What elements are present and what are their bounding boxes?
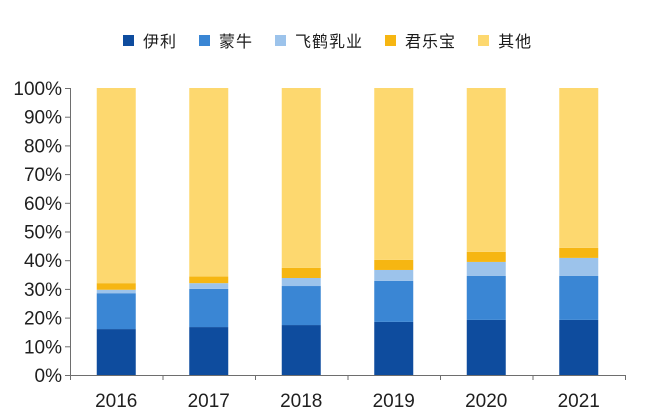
bar-segment-other-2016	[96, 88, 136, 284]
bar-segment-other-2020	[466, 88, 506, 252]
legend-swatch-feihe	[275, 34, 287, 46]
y-tick-label: 30%	[24, 280, 62, 301]
x-tick-label-2019: 2019	[373, 391, 415, 412]
bar-segment-other-2019	[374, 88, 414, 260]
bar-segment-mengniu-2016	[96, 293, 136, 330]
x-tick-label-2016: 2016	[95, 391, 137, 412]
bar-segment-mengniu-2018	[281, 286, 321, 326]
bar-2016	[96, 88, 136, 375]
y-tick-label: 90%	[24, 108, 62, 129]
y-tick-label: 60%	[24, 194, 62, 215]
bar-segment-junlebao-2020	[466, 251, 506, 262]
legend-swatch-other	[478, 34, 490, 46]
legend-item-other: 其他	[478, 28, 532, 52]
x-tick-label-2018: 2018	[280, 391, 322, 412]
legend-label-other: 其他	[498, 32, 533, 51]
bar-segment-mengniu-2020	[466, 275, 506, 320]
bar-segment-junlebao-2018	[281, 267, 321, 278]
legend-swatch-yili	[123, 34, 134, 46]
bar-2020	[466, 88, 506, 375]
y-tick-label: 10%	[24, 337, 62, 358]
legend-swatch-mengniu	[199, 34, 211, 46]
x-tick-label-2020: 2020	[465, 391, 507, 412]
y-tick-label: 50%	[24, 223, 62, 244]
bar-segment-yili-2019	[374, 321, 414, 375]
chart-legend: 伊利 蒙牛 飞鹤乳业 君乐宝 其他	[123, 29, 532, 51]
bar-2021	[559, 88, 599, 375]
y-tick-label: 40%	[24, 251, 62, 272]
legend-item-feihe: 飞鹤乳业	[275, 28, 363, 52]
bar-segment-other-2017	[189, 88, 229, 277]
bar-segment-junlebao-2017	[189, 276, 229, 284]
bar-segment-yili-2016	[96, 329, 136, 375]
bar-2017	[189, 88, 229, 375]
bars-group	[96, 88, 599, 375]
y-tick-label: 80%	[24, 136, 62, 157]
bar-segment-yili-2017	[189, 327, 229, 375]
legend-label-feihe: 飞鹤乳业	[295, 32, 364, 51]
bar-segment-feihe-2019	[374, 269, 414, 281]
bar-segment-feihe-2016	[96, 289, 136, 294]
y-tick-label: 20%	[24, 309, 62, 330]
legend-item-junlebao: 君乐宝	[385, 28, 456, 52]
legend-item-yili: 伊利	[123, 28, 177, 52]
bar-segment-other-2021	[559, 88, 599, 248]
bar-segment-yili-2018	[281, 325, 321, 375]
x-tick-label-2017: 2017	[188, 391, 230, 412]
bar-2019	[374, 88, 414, 375]
bar-segment-feihe-2021	[559, 257, 599, 276]
legend-item-mengniu: 蒙牛	[199, 28, 253, 52]
legend-label-mengniu: 蒙牛	[219, 32, 254, 51]
bar-segment-feihe-2020	[466, 261, 506, 276]
y-tick-label: 100%	[13, 79, 62, 100]
bar-segment-mengniu-2019	[374, 280, 414, 322]
bar-segment-other-2018	[281, 88, 321, 268]
bar-segment-yili-2020	[466, 319, 506, 375]
bar-segment-junlebao-2016	[96, 283, 136, 290]
axes-group	[65, 88, 626, 380]
bar-segment-junlebao-2021	[559, 247, 599, 258]
x-tick-label-2021: 2021	[558, 391, 600, 412]
tick-labels-group: 2016 2017 2018 2019 2020 2021 0% 10% 20% 30% 40% 50…	[13, 79, 600, 412]
legend-label-yili: 伊利	[143, 32, 178, 51]
y-tick-label: 70%	[24, 165, 62, 186]
bar-segment-feihe-2017	[189, 283, 229, 289]
bar-segment-yili-2021	[559, 319, 599, 375]
legend-swatch-junlebao	[385, 34, 397, 46]
bar-2018	[281, 88, 321, 375]
bar-segment-mengniu-2017	[189, 288, 229, 328]
y-tick-label: 0%	[35, 366, 63, 387]
bar-segment-feihe-2018	[281, 277, 321, 287]
legend-label-junlebao: 君乐宝	[405, 32, 457, 51]
bar-segment-mengniu-2021	[559, 275, 599, 320]
bar-segment-junlebao-2019	[374, 259, 414, 270]
